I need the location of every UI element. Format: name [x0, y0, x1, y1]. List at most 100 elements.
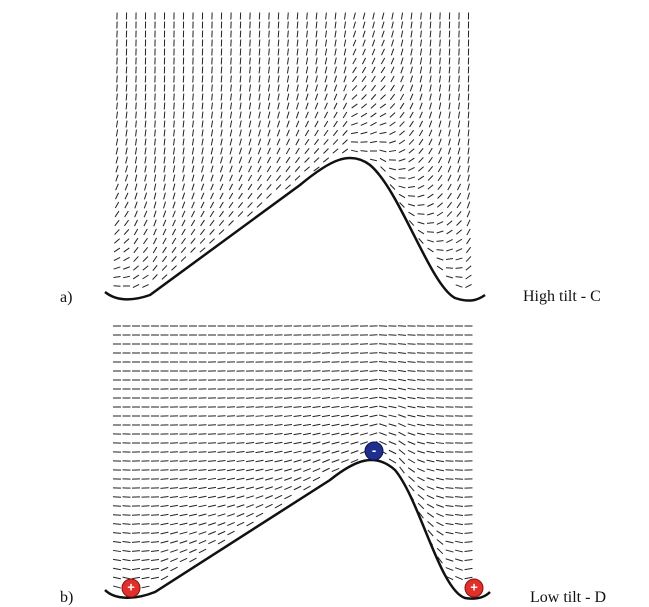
- director-dash: [343, 93, 347, 101]
- director-dash: [331, 459, 340, 463]
- director-dash: [342, 120, 348, 128]
- negative-charge: [364, 441, 384, 461]
- director-dash: [447, 147, 452, 155]
- director-dash: [340, 432, 350, 436]
- director-dash: [351, 75, 358, 83]
- director-dash: [417, 229, 425, 235]
- director-dash: [390, 84, 395, 92]
- director-dash: [122, 549, 131, 553]
- director-dash: [134, 192, 138, 200]
- director-dash: [313, 157, 320, 163]
- director-dash: [274, 459, 283, 463]
- director-dash: [286, 93, 290, 101]
- charge-sign: -: [372, 442, 376, 457]
- director-dash: [379, 157, 387, 163]
- director-dash: [239, 111, 242, 119]
- director-dash: [268, 30, 270, 38]
- director-dash: [198, 469, 207, 471]
- director-dash: [388, 361, 397, 363]
- director-dash: [238, 174, 243, 182]
- director-dash: [163, 138, 166, 146]
- director-dash: [142, 274, 149, 280]
- director-dash: [314, 102, 319, 110]
- director-dash: [362, 39, 366, 47]
- director-dash: [426, 397, 435, 399]
- director-dash: [191, 156, 195, 164]
- director-dash: [435, 424, 445, 426]
- director-dash: [248, 138, 252, 146]
- director-dash: [179, 478, 188, 480]
- director-dash: [416, 379, 426, 381]
- director-dash: [217, 539, 226, 545]
- director-dash: [192, 111, 194, 119]
- director-dash: [445, 540, 454, 544]
- director-dash: [207, 442, 217, 444]
- director-dash: [124, 201, 129, 209]
- director-dash: [198, 442, 207, 444]
- director-dash: [343, 75, 347, 83]
- director-dash: [426, 231, 435, 233]
- director-dash: [323, 111, 329, 119]
- director-dash: [361, 84, 367, 92]
- director-dash: [264, 406, 274, 408]
- director-dash: [448, 84, 451, 92]
- director-dash: [163, 192, 166, 200]
- director-dash: [426, 503, 435, 509]
- director-dash: [334, 57, 337, 65]
- director-dash: [122, 532, 131, 534]
- director-dash: [400, 75, 404, 83]
- director-dash: [219, 183, 224, 191]
- director-dash: [426, 450, 435, 454]
- director-dash: [419, 93, 423, 101]
- director-dash: [226, 477, 236, 481]
- director-dash: [267, 75, 271, 83]
- director-dash: [467, 129, 470, 137]
- director-dash: [361, 57, 367, 65]
- director-dash: [236, 468, 245, 472]
- director-dash: [321, 379, 331, 381]
- director-dash: [352, 48, 357, 56]
- director-dash: [230, 75, 232, 83]
- director-dash: [458, 66, 460, 74]
- director-dash: [160, 487, 169, 489]
- director-dash: [198, 495, 207, 499]
- director-dash: [397, 343, 407, 345]
- director-dash: [237, 201, 244, 209]
- director-dash: [379, 423, 387, 427]
- director-dash: [322, 157, 330, 163]
- director-dash: [287, 12, 289, 20]
- director-dash: [438, 129, 442, 137]
- director-dash: [305, 111, 309, 119]
- director-dash: [426, 441, 435, 445]
- director-dash: [407, 414, 416, 418]
- director-dash: [331, 379, 340, 381]
- director-dash: [306, 39, 308, 47]
- director-dash: [418, 238, 424, 244]
- director-dash: [188, 513, 198, 517]
- director-dash: [435, 477, 445, 481]
- director-dash: [369, 387, 378, 391]
- director-dash: [389, 121, 396, 127]
- director-dash: [198, 548, 207, 554]
- director-dash: [246, 521, 254, 527]
- director-dash: [381, 39, 385, 47]
- director-dash: [436, 249, 444, 251]
- director-dash: [189, 548, 197, 554]
- director-dash: [249, 57, 251, 65]
- director-dash: [217, 530, 226, 536]
- director-dash: [264, 424, 274, 426]
- director-dash: [114, 229, 120, 235]
- director-dash: [236, 415, 245, 417]
- director-dash: [267, 111, 271, 119]
- director-dash: [229, 147, 233, 155]
- director-dash: [303, 468, 311, 472]
- director-dash: [284, 477, 292, 481]
- director-dash: [144, 183, 147, 191]
- director-dash: [435, 468, 445, 472]
- director-dash: [276, 138, 281, 146]
- director-dash: [123, 247, 130, 253]
- director-dash: [293, 423, 302, 427]
- director-dash: [230, 93, 232, 101]
- director-dash: [305, 57, 309, 65]
- director-dash: [381, 48, 385, 56]
